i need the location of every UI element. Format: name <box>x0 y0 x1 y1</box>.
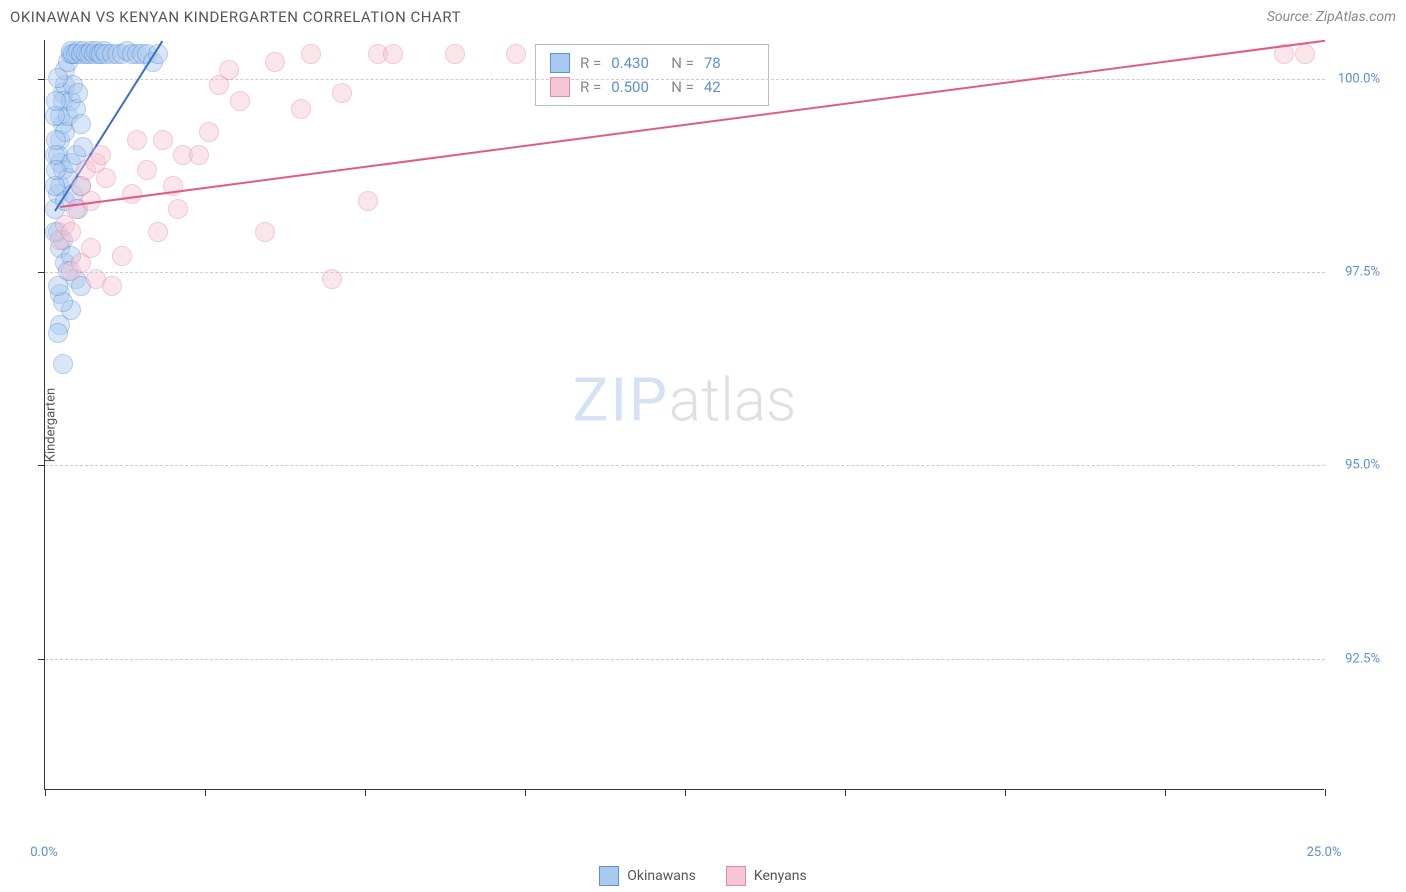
gridline <box>45 272 1325 273</box>
gridline <box>45 465 1325 466</box>
y-tick-label: 100.0% <box>1338 71 1380 86</box>
scatter-point <box>48 68 68 88</box>
scatter-point <box>91 145 111 165</box>
gridline <box>45 79 1325 80</box>
x-tick <box>525 789 526 796</box>
n-label: N = <box>671 78 694 96</box>
scatter-point <box>112 246 132 266</box>
scatter-point <box>148 222 168 242</box>
r-label: R = <box>580 78 601 96</box>
scatter-point <box>137 160 157 180</box>
scatter-point <box>332 83 352 103</box>
x-tick <box>685 789 686 796</box>
scatter-point <box>71 114 91 134</box>
watermark: ZIPatlas <box>573 364 797 435</box>
legend-swatch <box>550 77 570 97</box>
y-tick <box>38 79 45 80</box>
scatter-point <box>265 52 285 72</box>
x-tick-label: 0.0% <box>30 845 58 860</box>
gridline <box>45 659 1325 660</box>
scatter-point <box>46 160 66 180</box>
watermark-bold: ZIP <box>573 364 669 435</box>
r-value: 0.430 <box>611 54 661 72</box>
plot-area: ZIPatlas R =0.430N =78R =0.500N =42 92.5… <box>44 40 1324 790</box>
legend-swatch <box>726 866 746 886</box>
x-tick <box>365 789 366 796</box>
n-label: N = <box>671 54 694 72</box>
chart-title: OKINAWAN VS KENYAN KINDERGARTEN CORRELAT… <box>10 8 461 26</box>
scatter-point <box>1295 44 1315 64</box>
x-tick <box>1165 789 1166 796</box>
stats-row: R = 0.430 N = 78 <box>550 51 754 75</box>
scatter-point <box>68 83 88 103</box>
y-tick <box>38 272 45 273</box>
x-tick <box>45 789 46 796</box>
x-tick <box>1005 789 1006 796</box>
y-tick <box>38 659 45 660</box>
legend-swatch <box>599 866 619 886</box>
source-attribution: Source: ZipAtlas.com <box>1267 9 1396 25</box>
n-value: 42 <box>704 78 754 96</box>
legend-swatch <box>550 53 570 73</box>
x-tick <box>845 789 846 796</box>
r-value: 0.500 <box>611 78 661 96</box>
y-tick-label: 97.5% <box>1345 264 1380 279</box>
scatter-point <box>291 99 311 119</box>
scatter-point <box>81 238 101 258</box>
scatter-point <box>102 276 122 296</box>
bottom-legend: Okinawans Kenyans <box>0 866 1406 886</box>
legend-item: Kenyans <box>726 866 807 886</box>
scatter-point <box>96 168 116 188</box>
y-tick-label: 95.0% <box>1345 458 1380 473</box>
legend-label: Kenyans <box>754 868 807 884</box>
x-tick <box>1325 789 1326 796</box>
scatter-point <box>53 354 73 374</box>
scatter-point <box>48 323 68 343</box>
scatter-point <box>189 145 209 165</box>
scatter-point <box>61 222 81 242</box>
scatter-point <box>255 222 275 242</box>
watermark-light: atlas <box>669 364 797 435</box>
scatter-point <box>219 60 239 80</box>
x-tick-label: 25.0% <box>1307 845 1342 860</box>
scatter-point <box>322 269 342 289</box>
scatter-point <box>153 130 173 150</box>
scatter-point <box>199 122 219 142</box>
scatter-point <box>168 199 188 219</box>
r-label: R = <box>580 54 601 72</box>
scatter-point <box>506 44 526 64</box>
n-value: 78 <box>704 54 754 72</box>
scatter-point <box>358 191 378 211</box>
scatter-point <box>127 130 147 150</box>
scatter-point <box>445 44 465 64</box>
scatter-point <box>301 44 321 64</box>
x-tick <box>205 789 206 796</box>
scatter-point <box>46 91 66 111</box>
scatter-point <box>230 91 250 111</box>
legend-label: Okinawans <box>627 868 696 884</box>
scatter-point <box>383 44 403 64</box>
scatter-point <box>46 130 66 150</box>
stats-legend-box: R = 0.430 N = 78 R = 0.500 N = 42 <box>535 44 769 106</box>
scatter-point <box>122 184 142 204</box>
y-tick-label: 92.5% <box>1345 651 1380 666</box>
chart-container: Kindergarten ZIPatlas R =0.430N =78R =0.… <box>44 40 1384 810</box>
y-tick <box>38 465 45 466</box>
legend-item: Okinawans <box>599 866 696 886</box>
